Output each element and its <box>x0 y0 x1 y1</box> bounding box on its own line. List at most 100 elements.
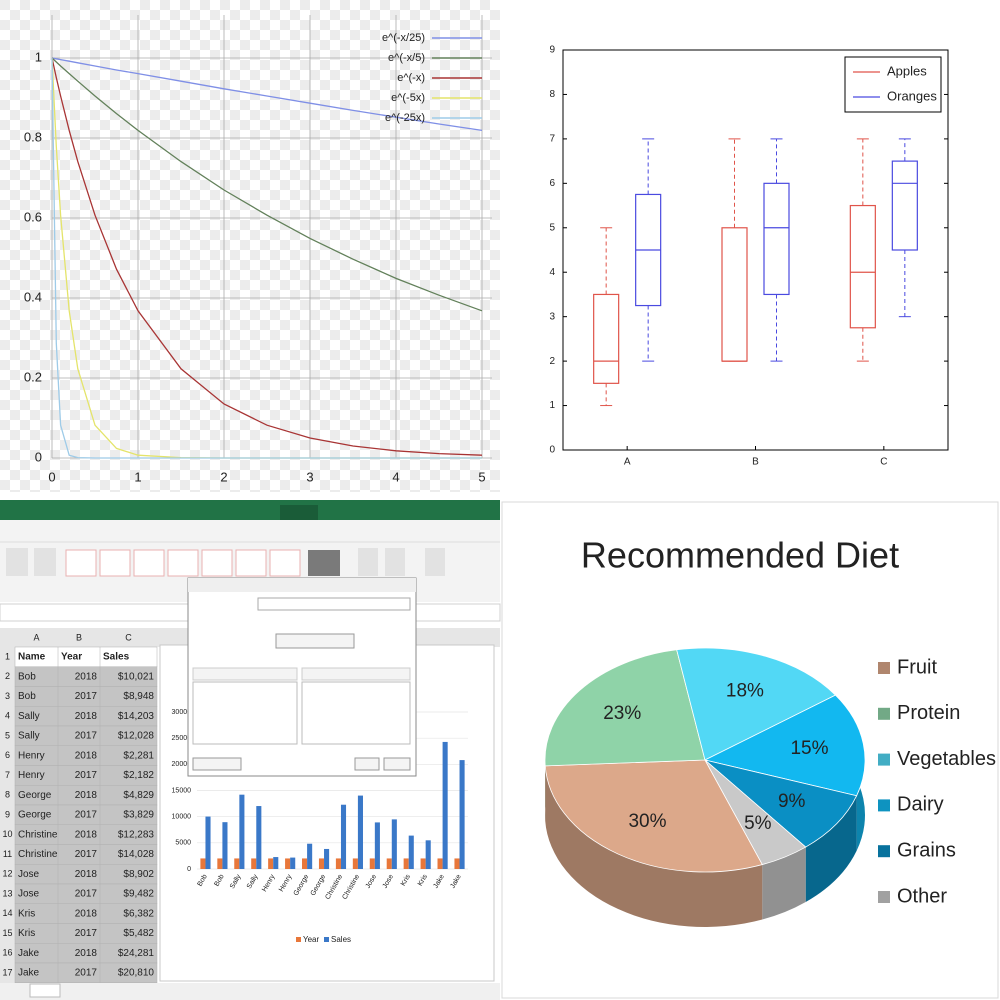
y-tick-label: 5000 <box>175 840 191 847</box>
active-tab[interactable] <box>280 505 318 520</box>
cell: 2017 <box>75 810 98 821</box>
chart-style[interactable] <box>201 549 233 577</box>
range-input[interactable] <box>257 597 411 611</box>
x-tick-label: C <box>880 457 887 468</box>
row-header: 5 <box>5 730 10 740</box>
y-tick-label: 2 <box>549 356 555 367</box>
cell: Kris <box>18 908 35 919</box>
column-header: A <box>33 632 39 642</box>
cell: $8,902 <box>123 869 154 880</box>
ribbon-button[interactable] <box>34 548 56 576</box>
row-header: 14 <box>2 908 12 918</box>
pie-slice <box>544 649 706 767</box>
cell: $8,948 <box>123 691 154 702</box>
row-header: 13 <box>2 888 12 898</box>
legend-label: Apples <box>887 63 927 78</box>
bar <box>425 840 431 869</box>
y-tick-label: 30000 <box>172 709 192 716</box>
legend-swatch <box>878 799 890 812</box>
cell: George <box>18 790 52 801</box>
row-header: 16 <box>2 948 12 958</box>
cell: 2017 <box>75 928 98 939</box>
y-tick-label: 0 <box>549 445 555 456</box>
cell: Jose <box>18 889 40 900</box>
bar <box>318 858 325 869</box>
x-tick-label: 3 <box>306 469 313 484</box>
cancel-button[interactable] <box>383 757 411 771</box>
cell: 2017 <box>75 731 98 742</box>
y-tick-label: 15000 <box>172 787 192 794</box>
y-tick-label: 8 <box>549 89 555 100</box>
cell: Jake <box>18 948 40 959</box>
bar <box>386 858 392 869</box>
bar <box>251 858 257 869</box>
bar <box>335 858 341 869</box>
pie-slice-side <box>805 795 857 903</box>
ribbon-button[interactable] <box>6 548 28 576</box>
legend-label: Dairy <box>897 794 944 816</box>
cell: $14,028 <box>118 849 155 860</box>
category-list[interactable] <box>301 681 411 745</box>
bar <box>391 819 397 869</box>
cell: $20,810 <box>118 968 155 979</box>
box <box>593 293 620 384</box>
ok-button[interactable] <box>354 757 380 771</box>
legend-label: e^(-25x) <box>385 112 425 124</box>
cell: $12,283 <box>118 829 155 840</box>
row-header: 7 <box>5 770 10 780</box>
y-tick-label: 9 <box>549 45 555 56</box>
cell: Year <box>61 652 82 663</box>
chart-style[interactable] <box>133 549 165 577</box>
hidden-cells-button[interactable] <box>192 757 242 771</box>
bar <box>408 835 414 869</box>
chart-style[interactable] <box>167 549 199 577</box>
legend-label: e^(-x) <box>397 72 425 84</box>
row-header: 12 <box>2 869 12 879</box>
chart-style[interactable] <box>235 549 267 577</box>
legend-label: e^(-x/25) <box>382 32 425 44</box>
ribbon-button[interactable] <box>358 548 378 576</box>
cell: 2017 <box>75 849 98 860</box>
y-tick-label: 0.2 <box>24 369 42 384</box>
row-header: 8 <box>5 790 10 800</box>
x-tick-label: B <box>752 457 759 468</box>
y-tick-label: 1 <box>549 400 555 411</box>
x-tick-label: 4 <box>392 469 399 484</box>
legend-swatch <box>296 937 301 942</box>
y-tick-label: 0 <box>35 449 42 464</box>
bar <box>357 795 363 869</box>
cell: 2018 <box>75 750 98 761</box>
x-tick-label: 5 <box>478 469 485 484</box>
bar <box>285 858 291 869</box>
y-tick-label: 7 <box>549 134 555 145</box>
pie-slice-side <box>545 765 763 928</box>
ribbon-button[interactable] <box>385 548 405 576</box>
x-tick-label: 0 <box>48 469 55 484</box>
y-tick-label: 0.8 <box>24 129 42 144</box>
legend-label: Vegetables <box>897 748 996 770</box>
y-tick-label: 3 <box>549 311 555 322</box>
legend-label: Grains <box>897 839 956 861</box>
bar <box>442 741 448 869</box>
cell: 2018 <box>75 829 98 840</box>
series-list[interactable] <box>192 681 298 745</box>
chart-style[interactable] <box>308 550 340 576</box>
legend-swatch <box>878 845 890 858</box>
chart-style[interactable] <box>65 549 97 577</box>
bar <box>307 843 313 869</box>
row-header: 15 <box>2 928 12 938</box>
bar <box>454 858 460 869</box>
column-header: C <box>125 632 132 642</box>
box <box>849 204 876 329</box>
ribbon-button[interactable] <box>425 548 445 576</box>
bar <box>302 858 308 869</box>
chart-style[interactable] <box>269 549 301 577</box>
sheet-tab[interactable] <box>29 983 61 998</box>
legend-box <box>844 56 942 113</box>
cell: Sales <box>103 652 130 663</box>
y-tick-label: 6 <box>549 178 555 189</box>
switch-button[interactable] <box>275 633 355 649</box>
row-header: 10 <box>2 829 12 839</box>
chart-style[interactable] <box>99 549 131 577</box>
spreadsheet-table: A B C 1 Name Year Sales 2 Bob 2018 $10,021 3 Bob 2017… <box>2 632 158 983</box>
